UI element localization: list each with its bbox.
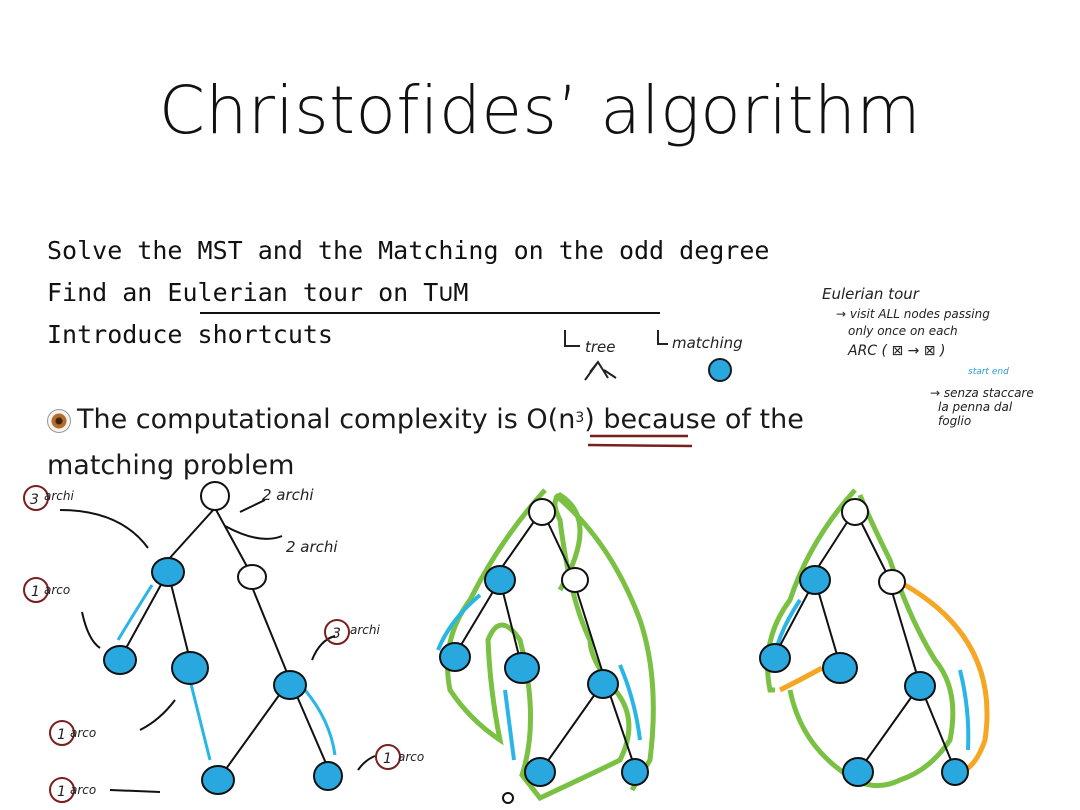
step-2: Find an Eulerian tour on T∪M (47, 278, 469, 307)
complexity-prefix: The computational complexity is (77, 404, 527, 435)
svg-text:→ visit ALL nodes passing: → visit ALL nodes passing (836, 307, 990, 321)
eye-icon (47, 408, 71, 433)
svg-text:Eulerian tour: Eulerian tour (822, 285, 920, 303)
complexity-text: The computational complexity is O(n3) be… (47, 395, 927, 489)
tree-shortcuts (759, 488, 990, 789)
svg-text:arco: arco (398, 750, 424, 764)
step-1: Solve the MST and the Matching on the od… (47, 236, 770, 265)
slide-title: Christofides’ algorithm (158, 72, 922, 149)
odd-node-legend-icon (708, 358, 732, 382)
svg-text:2 archi: 2 archi (286, 538, 338, 556)
complexity-suffix: because of the matching problem (47, 404, 804, 481)
tree-label: tree (585, 338, 616, 356)
matching-bracket (657, 330, 668, 345)
svg-text:→ senza staccare: → senza staccare (930, 386, 1034, 400)
svg-text:1: 1 (57, 784, 66, 800)
complexity-big-o: O(n (526, 404, 576, 435)
svg-text:la penna dal: la penna dal (938, 400, 1013, 414)
svg-text:ARC ( ⊠ → ⊠ ): ARC ( ⊠ → ⊠ ) (847, 343, 945, 359)
svg-text:foglio: foglio (938, 414, 971, 428)
tree-eulerian (436, 488, 656, 804)
svg-text:arco: arco (70, 783, 96, 797)
badge-3-left (23, 485, 49, 511)
matching-label: matching (672, 334, 743, 352)
svg-text:1: 1 (57, 727, 66, 743)
svg-text:3: 3 (332, 626, 341, 642)
svg-text:arco: arco (44, 583, 70, 597)
svg-text:1: 1 (383, 751, 392, 767)
tree-mini-icon (584, 360, 617, 381)
svg-text:archi: archi (44, 489, 74, 503)
svg-text:arco: arco (70, 726, 96, 740)
step-3: Introduce shortcuts (47, 320, 333, 349)
svg-text:1: 1 (31, 584, 40, 600)
svg-text:only once on each: only once on each (848, 324, 958, 338)
complexity-close: ) (584, 404, 595, 435)
complexity-exponent: 3 (575, 410, 585, 426)
svg-text:3: 3 (30, 492, 39, 508)
svg-text:archi: archi (350, 623, 380, 637)
tree-bracket (564, 330, 580, 347)
svg-text:start end: start end (968, 367, 1009, 377)
tree-degrees (59, 481, 376, 795)
